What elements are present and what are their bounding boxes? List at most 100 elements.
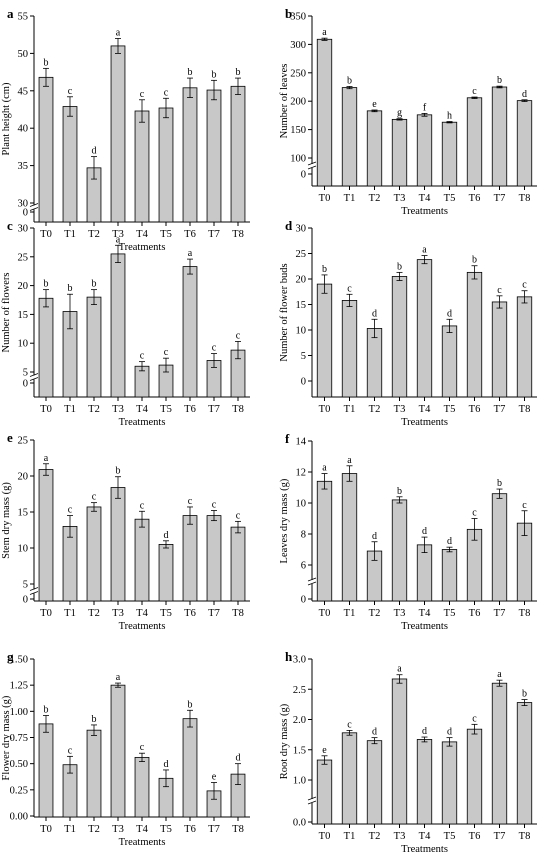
bar-T8 <box>230 85 246 223</box>
significance-letter: b <box>44 57 49 68</box>
bar-T3 <box>391 276 408 398</box>
y-tick-label: 12 <box>296 468 307 479</box>
significance-letter: a <box>116 672 121 683</box>
significance-letter: c <box>472 86 477 97</box>
bar-T7 <box>491 86 508 187</box>
bar-T4 <box>134 110 150 223</box>
y-tick-label: 30 <box>18 199 29 210</box>
significance-letter: a <box>116 27 121 38</box>
x-tick-label: T0 <box>40 404 52 415</box>
x-tick-label: T7 <box>208 404 220 415</box>
significance-letter: c <box>164 87 169 98</box>
bar-T5 <box>441 741 458 825</box>
bar-T1 <box>341 300 358 398</box>
x-tick-label: T0 <box>40 608 52 619</box>
x-tick-label: T5 <box>444 831 456 842</box>
bar-T7 <box>491 682 508 825</box>
significance-letter: c <box>212 343 217 354</box>
y-tick-label: 0 <box>23 379 28 390</box>
x-tick-label: T8 <box>519 831 531 842</box>
y-tick-label: 30 <box>18 224 29 235</box>
x-tick-label: T4 <box>419 608 431 619</box>
x-tick-label: T2 <box>88 824 100 835</box>
y-axis-title: Leaves dry mass (g) <box>279 478 290 563</box>
bar-T0 <box>38 76 54 223</box>
panel-label: g <box>7 649 14 664</box>
bar-T6 <box>182 515 198 602</box>
significance-letter: c <box>347 719 352 730</box>
x-tick-label: T2 <box>88 404 100 415</box>
y-tick-label: 55 <box>18 12 29 23</box>
bar-T2 <box>86 296 102 398</box>
y-tick-label: 2.5 <box>293 685 306 696</box>
x-axis-title: Treatments <box>119 621 166 632</box>
x-tick-label: T7 <box>494 404 506 415</box>
y-axis-title: Stem dry mass (g) <box>1 482 12 559</box>
y-tick-label: 5 <box>23 368 28 379</box>
significance-letter: d <box>164 530 169 541</box>
significance-letter: c <box>472 508 477 519</box>
x-tick-label: T8 <box>519 193 531 204</box>
x-tick-label: T2 <box>369 404 381 415</box>
significance-letter: c <box>68 505 73 516</box>
x-tick-label: T3 <box>394 193 406 204</box>
x-tick-label: T6 <box>469 608 481 619</box>
axis-break-gap <box>308 164 316 168</box>
significance-letter: b <box>92 714 97 725</box>
y-tick-label: 0.0 <box>293 818 306 829</box>
bar-T2 <box>86 506 102 602</box>
significance-letter: g <box>397 108 402 119</box>
significance-letter: b <box>497 75 502 86</box>
y-axis-title: Number of flower buds <box>279 263 290 361</box>
chart-panel-f: 0 6 8 10 12 14 a T0 a T1 d T2 b T3 d T4 d T5 c T6 b T7 c T8 Trea… <box>279 431 537 632</box>
significance-letter: c <box>212 500 217 511</box>
significance-letter: a <box>422 245 427 256</box>
bar-T6 <box>466 728 483 825</box>
y-tick-label: 6 <box>301 561 306 572</box>
bar-T0 <box>38 297 54 398</box>
significance-letter: d <box>372 531 377 542</box>
y-tick-label: 150 <box>290 125 306 136</box>
y-tick-label: 0 <box>301 170 306 181</box>
significance-letter: c <box>164 347 169 358</box>
significance-letter: a <box>322 27 327 38</box>
y-tick-label: 25 <box>18 436 29 447</box>
y-tick-label: 100 <box>290 154 306 165</box>
significance-letter: c <box>68 86 73 97</box>
significance-letter: a <box>116 234 121 245</box>
y-axis-title: Number of flowers <box>1 273 12 353</box>
bar-T0 <box>316 759 333 825</box>
bar-T4 <box>134 518 150 602</box>
y-tick-label: 25 <box>18 252 29 263</box>
y-tick-label: 0.00 <box>10 812 28 823</box>
significance-letter: b <box>522 689 527 700</box>
axis-break-gap <box>308 799 316 803</box>
x-tick-label: T5 <box>444 608 456 619</box>
x-axis-title: Treatments <box>119 837 166 848</box>
axis-break-mark <box>307 581 317 586</box>
bar-T2 <box>366 740 383 825</box>
bar-T4 <box>416 114 433 187</box>
bar-T7 <box>491 301 508 398</box>
bar-T3 <box>391 118 408 187</box>
y-tick-label: 1.0 <box>293 776 306 787</box>
x-tick-label: T1 <box>64 404 76 415</box>
significance-letter: b <box>116 466 121 477</box>
bar-T0 <box>316 283 333 398</box>
significance-letter: b <box>397 486 402 497</box>
significance-letter: c <box>68 745 73 756</box>
x-tick-label: T2 <box>369 831 381 842</box>
significance-letter: e <box>212 772 217 783</box>
y-tick-label: 10 <box>296 499 307 510</box>
bar-T1 <box>62 106 78 223</box>
y-axis-title: Number of leaves <box>279 64 290 139</box>
y-axis-title: Plant height (cm) <box>1 82 12 155</box>
x-axis-title: Treatments <box>401 417 448 428</box>
x-tick-label: T2 <box>369 193 381 204</box>
x-tick-label: T8 <box>519 608 531 619</box>
significance-letter: b <box>188 67 193 78</box>
x-tick-label: T6 <box>184 608 196 619</box>
x-tick-label: T0 <box>319 404 331 415</box>
x-axis-title: Treatments <box>119 417 166 428</box>
x-tick-label: T4 <box>419 404 431 415</box>
